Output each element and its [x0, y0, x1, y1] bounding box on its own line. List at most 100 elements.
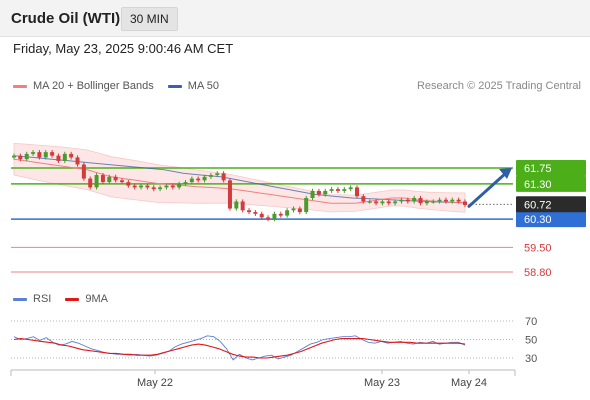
instrument-title: Crude Oil (WTI)	[11, 10, 121, 27]
candle-body	[215, 173, 220, 176]
rsi-tick-50: 50	[525, 335, 537, 347]
candle-body	[31, 152, 36, 154]
chart-header: Crude Oil (WTI) 30 MIN	[0, 0, 590, 37]
candle-body	[253, 212, 258, 214]
candle-body	[374, 201, 379, 204]
level-label-61-30: 61.30	[524, 179, 552, 191]
candle-body	[424, 201, 429, 204]
ma50-swatch	[167, 84, 182, 88]
candle-body	[177, 183, 182, 188]
candle-body	[126, 182, 131, 186]
candle-body	[266, 217, 271, 220]
level-label-59-50: 59.50	[524, 242, 552, 254]
current-price-tag	[516, 196, 586, 213]
candle-body	[463, 201, 467, 206]
level-label-60-30: 60.30	[524, 214, 552, 226]
ma20-legend-label: MA 20 + Bollinger Bands	[33, 80, 154, 92]
candle-body	[43, 152, 48, 158]
rsi-tick-30: 30	[525, 353, 537, 365]
candle-body	[81, 164, 86, 179]
rsi-ma-legend-label: 9MA	[85, 293, 108, 305]
level-tag-61-30	[516, 175, 586, 192]
candle-body	[240, 201, 245, 211]
candle-body	[189, 178, 194, 183]
candle-body	[196, 178, 201, 181]
level-label-58-80: 58.80	[524, 267, 552, 279]
candle-body	[247, 210, 252, 213]
candle-body	[145, 185, 150, 188]
candle-body	[18, 155, 23, 160]
rsi-legend: RSI 9MA	[13, 293, 108, 305]
candle-body	[355, 187, 360, 197]
candle-body	[342, 189, 347, 191]
rsi-tick-70: 70	[525, 316, 537, 328]
candle-body	[386, 201, 391, 204]
current-price-label: 60.72	[524, 199, 552, 211]
candle-body	[431, 201, 436, 203]
ma50-line	[13, 155, 466, 204]
candle-body	[62, 153, 67, 161]
candle-body	[158, 187, 163, 190]
rsi-legend-label: RSI	[33, 293, 52, 305]
candle-body	[202, 176, 207, 181]
candle-body	[170, 185, 175, 188]
candle-body	[183, 182, 188, 184]
candle-body	[418, 197, 423, 204]
timestamp: Friday, May 23, 2025 9:00:46 AM CET	[13, 41, 234, 56]
ma20-swatch	[13, 84, 27, 88]
ma20-line	[13, 158, 466, 204]
bollinger-band	[13, 142, 466, 213]
candle-body	[329, 189, 334, 191]
rsi-line	[13, 335, 466, 361]
research-credit: Research © 2025 Trading Central	[416, 80, 581, 92]
price-legend: MA 20 + Bollinger Bands MA 50	[13, 80, 219, 92]
candle-body	[221, 173, 226, 181]
candle-body	[272, 213, 277, 220]
x-tick-label: May 23	[364, 377, 400, 389]
level-tag-61-75	[516, 160, 586, 176]
interval-button[interactable]: 30 MIN	[121, 7, 178, 31]
candle-body	[50, 152, 55, 156]
candle-body	[405, 199, 410, 202]
candle-body	[139, 185, 144, 188]
x-tick-label: May 22	[137, 377, 173, 389]
level-tag-60-30	[516, 211, 586, 228]
candle-body	[304, 197, 309, 213]
candle-body	[399, 199, 404, 202]
candle-body	[37, 152, 42, 158]
candle-body	[227, 180, 232, 209]
candle-body	[69, 153, 74, 158]
candle-body	[316, 190, 321, 195]
candle-body	[56, 155, 61, 161]
candle-body	[24, 153, 29, 160]
candle-body	[151, 187, 156, 190]
candle-body	[393, 201, 398, 204]
candle-body	[259, 213, 264, 218]
candle-body	[113, 176, 118, 181]
x-tick-label: May 24	[451, 377, 487, 389]
candle-body	[208, 175, 213, 177]
level-label-61-75: 61.75	[524, 163, 552, 175]
candle-body	[443, 199, 448, 202]
forecast-arrow-shaft	[467, 171, 508, 208]
candle-body	[450, 199, 455, 202]
candle-body	[75, 157, 80, 165]
candle-body	[119, 180, 124, 183]
candle-body	[107, 176, 112, 183]
rsi-ma-line	[13, 338, 466, 359]
candle-body	[335, 189, 340, 191]
candle-body	[456, 199, 461, 202]
candle-body	[291, 208, 296, 211]
candle-body	[348, 187, 353, 190]
forecast-arrow-head	[499, 168, 512, 179]
candle-body	[380, 201, 385, 204]
rsi-ma-swatch	[65, 297, 80, 301]
candle-body	[361, 196, 366, 202]
candle-body	[323, 190, 328, 195]
candle-body	[100, 175, 105, 183]
candle-body	[234, 201, 239, 209]
candle-body	[278, 213, 283, 216]
candle-body	[94, 175, 99, 188]
candle-body	[164, 185, 169, 188]
